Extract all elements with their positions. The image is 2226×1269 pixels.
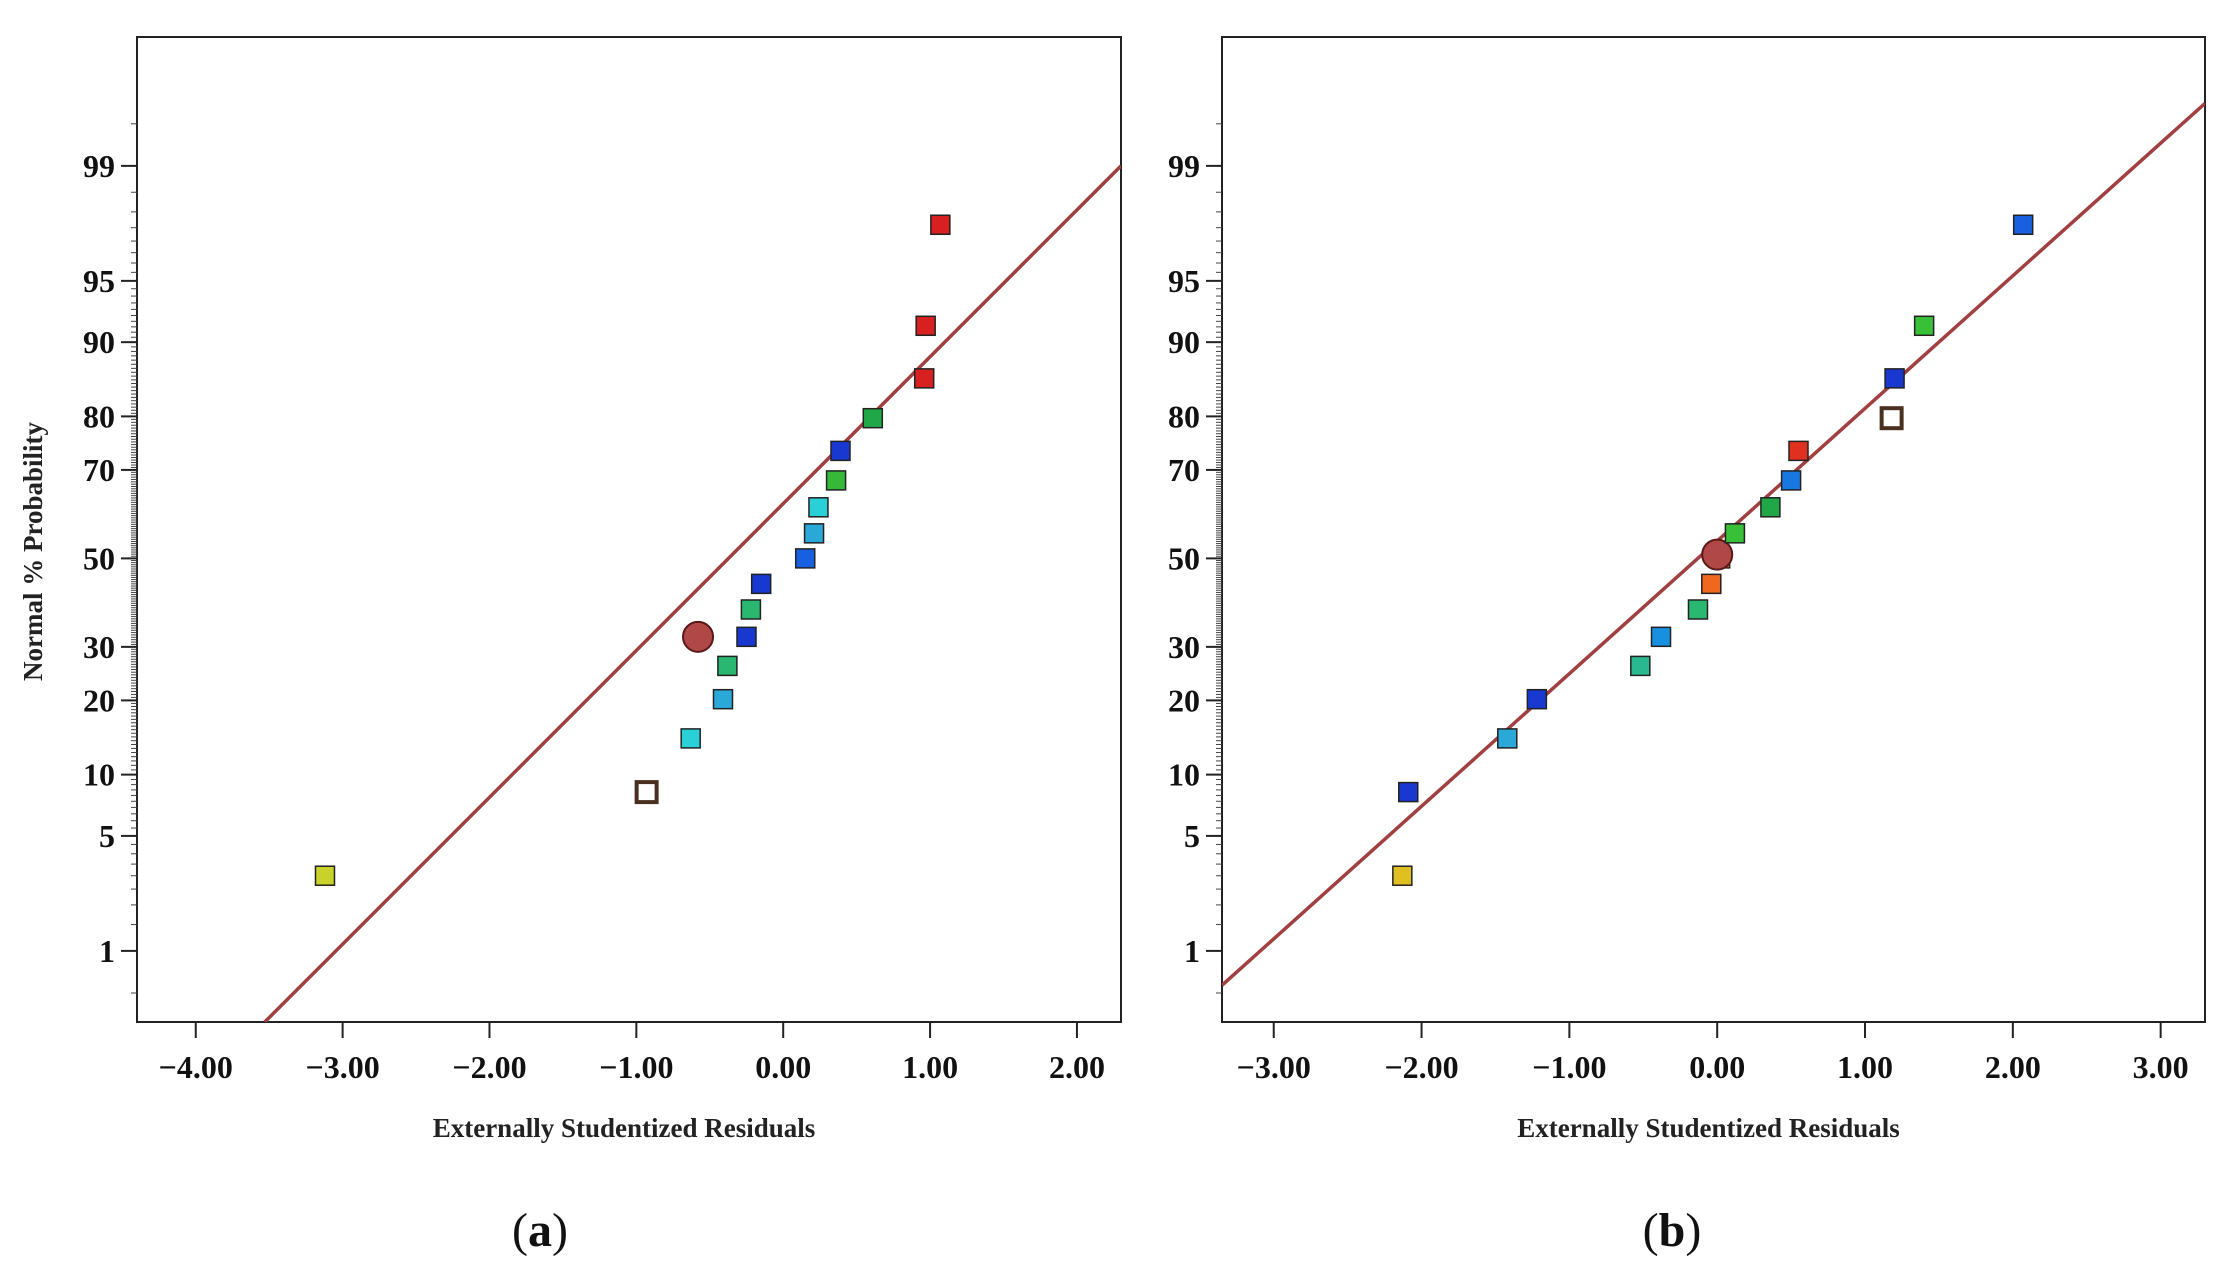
data-point [830, 440, 851, 462]
y-tick-label: 99 [1168, 148, 1200, 184]
data-point [1884, 368, 1905, 389]
data-point [717, 655, 738, 677]
x-tick-label: −3.00 [1237, 1049, 1311, 1085]
data-point [712, 688, 734, 710]
x-tick-label: −2.00 [452, 1049, 526, 1085]
data-point-circle [1701, 538, 1734, 571]
y-tick-label: 99 [83, 148, 115, 184]
data-point [680, 728, 701, 749]
x-tick-label: 1.00 [1837, 1049, 1893, 1085]
x-tick-label: −4.00 [159, 1049, 233, 1085]
x-tick-label: −1.00 [1532, 1049, 1606, 1085]
data-point [825, 470, 847, 491]
data-point [1650, 626, 1672, 648]
data-point [1687, 599, 1709, 620]
data-point-open-square [1879, 406, 1904, 431]
chart-panel-a: 1 5 10 20 30 50 70 80 90 95 99 −4.00 −3.00 −2.00 −1.00… [18, 36, 1122, 1257]
y-tick-label: 5 [1184, 818, 1200, 854]
caption-close-paren: ) [552, 1204, 568, 1257]
y-tick-label: 90 [83, 324, 115, 360]
chart-panel-b: 1 5 10 20 30 50 70 80 90 95 99 −3.00 −2.00 −1.00 0.00 1… [1168, 36, 2206, 1257]
y-tick-label: 90 [1168, 324, 1200, 360]
data-point [1760, 497, 1781, 518]
caption-letter: a [528, 1204, 552, 1257]
data-point [803, 523, 825, 544]
data-point [1630, 655, 1651, 677]
data-point [1913, 315, 1935, 337]
data-point [1780, 470, 1802, 491]
y-tick-label: 20 [83, 682, 115, 718]
x-tick-label: −3.00 [305, 1049, 379, 1085]
data-point [1724, 523, 1746, 544]
caption-open-paren: ( [1643, 1204, 1659, 1257]
y-axis-title: Normal % Probability [18, 422, 48, 681]
x-tick-label: 2.00 [1049, 1049, 1105, 1085]
x-tick-label: −1.00 [599, 1049, 673, 1085]
y-tick-label: 5 [99, 818, 115, 854]
plot-frame [136, 36, 1122, 1023]
x-tick-label: 3.00 [2133, 1049, 2189, 1085]
y-tick-label: 30 [83, 629, 115, 665]
data-point [314, 865, 336, 886]
y-tick-label: 50 [1168, 540, 1200, 576]
data-point [1788, 440, 1809, 462]
panel-caption: (b) [1643, 1204, 1702, 1257]
caption-close-paren: ) [1685, 1204, 1701, 1257]
data-point [736, 626, 757, 648]
data-point [1526, 688, 1548, 710]
y-tick-label: 20 [1168, 682, 1200, 718]
data-point [808, 497, 829, 518]
data-point [862, 407, 884, 429]
x-axis-title: Externally Studentized Residuals [1517, 1113, 1900, 1143]
y-tick-label: 80 [1168, 398, 1200, 434]
plot-frame [1221, 36, 2206, 1023]
data-point [1392, 865, 1413, 886]
data-point [930, 214, 951, 236]
data-point [913, 368, 935, 389]
data-point-open-square [634, 780, 659, 805]
x-tick-label: 0.00 [755, 1049, 811, 1085]
y-tick-label: 10 [83, 757, 115, 793]
data-point [2012, 214, 2034, 236]
x-tick-label: 2.00 [1985, 1049, 2041, 1085]
data-point [915, 315, 936, 337]
y-tick-label: 1 [99, 933, 115, 969]
x-axis-title: Externally Studentized Residuals [433, 1113, 816, 1143]
y-tick-label: 95 [83, 263, 115, 299]
data-point [740, 599, 762, 620]
fit-line [263, 164, 1121, 1022]
y-tick-label: 95 [1168, 263, 1200, 299]
data-point [1701, 573, 1722, 595]
y-tick-label: 80 [83, 398, 115, 434]
data-point [1497, 728, 1518, 749]
data-point [750, 573, 772, 595]
x-tick-label: 0.00 [1689, 1049, 1745, 1085]
caption-letter: b [1659, 1204, 1686, 1257]
data-point [1398, 781, 1419, 803]
y-tick-label: 30 [1168, 629, 1200, 665]
x-tick-label: −2.00 [1384, 1049, 1458, 1085]
y-tick-label: 50 [83, 540, 115, 576]
y-tick-label: 70 [1168, 452, 1200, 488]
panel-caption: (a) [512, 1204, 568, 1257]
y-tick-label: 1 [1184, 933, 1200, 969]
y-tick-label: 10 [1168, 757, 1200, 793]
caption-open-paren: ( [512, 1204, 528, 1257]
x-tick-label: 1.00 [902, 1049, 958, 1085]
data-point [794, 548, 816, 569]
y-tick-label: 70 [83, 452, 115, 488]
data-point-circle [682, 620, 715, 653]
